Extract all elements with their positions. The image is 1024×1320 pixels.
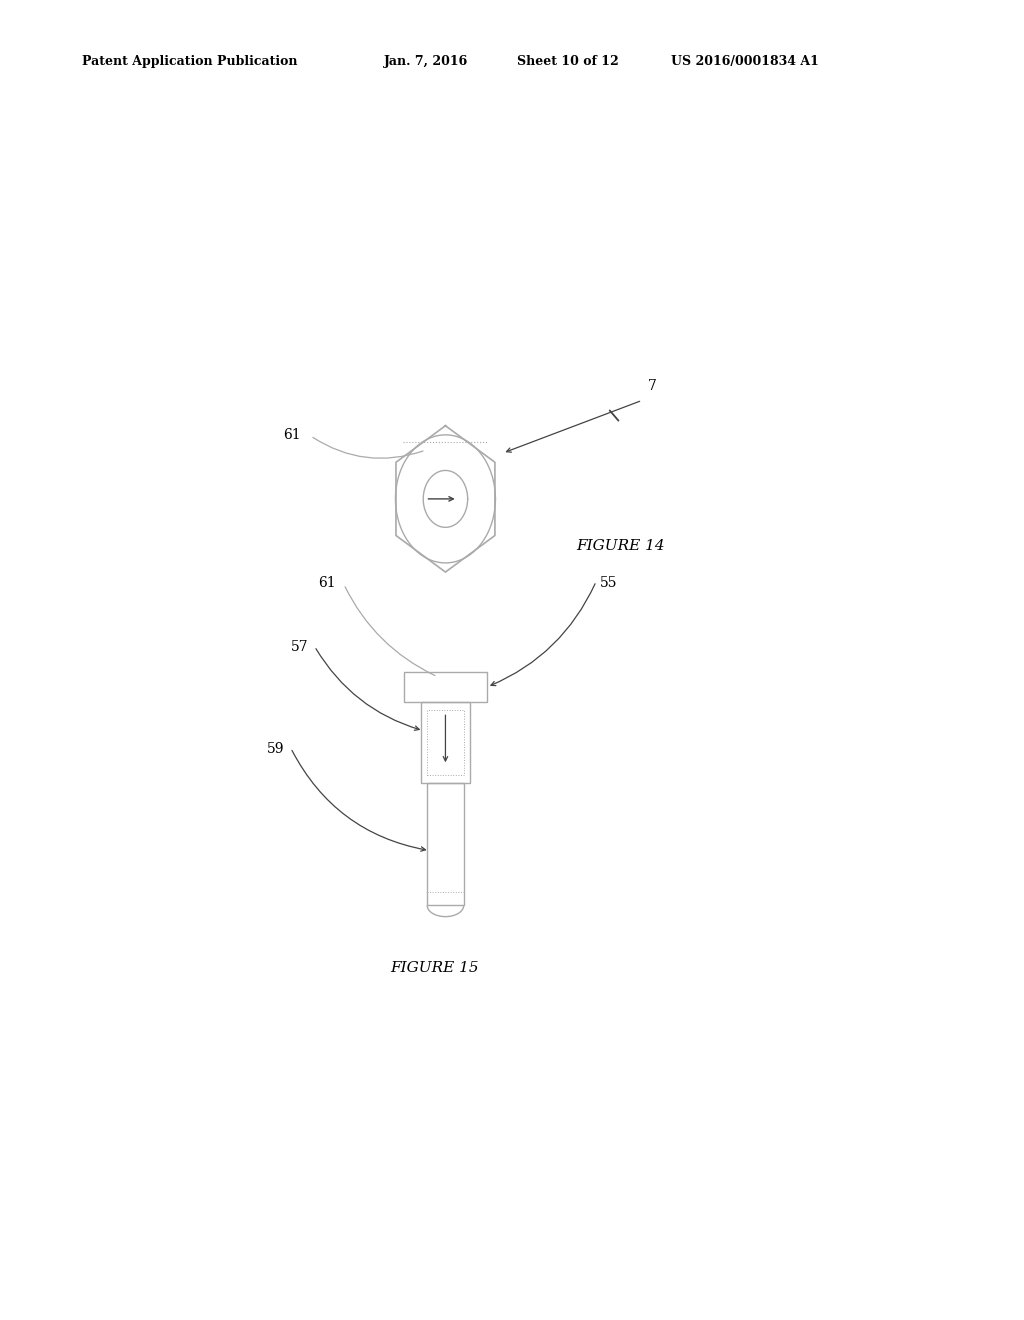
- Text: 61: 61: [283, 428, 300, 442]
- Bar: [427, 710, 464, 775]
- Text: FIGURE 15: FIGURE 15: [390, 961, 478, 974]
- Text: Jan. 7, 2016: Jan. 7, 2016: [384, 54, 468, 67]
- Text: 57: 57: [291, 640, 308, 655]
- Bar: [403, 672, 487, 702]
- Text: US 2016/0001834 A1: US 2016/0001834 A1: [671, 54, 818, 67]
- Text: FIGURE 14: FIGURE 14: [577, 539, 665, 553]
- Bar: [421, 702, 470, 784]
- Text: Patent Application Publication: Patent Application Publication: [82, 54, 297, 67]
- Text: Sheet 10 of 12: Sheet 10 of 12: [517, 54, 618, 67]
- Text: 59: 59: [267, 742, 285, 756]
- Text: 7: 7: [648, 379, 656, 393]
- Text: 61: 61: [318, 577, 336, 590]
- Text: 55: 55: [600, 577, 617, 590]
- Bar: [427, 784, 464, 906]
